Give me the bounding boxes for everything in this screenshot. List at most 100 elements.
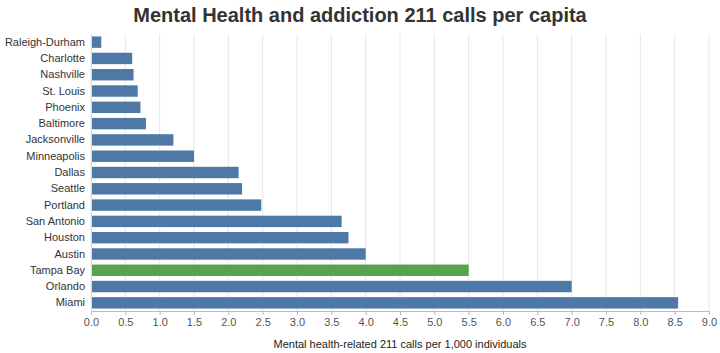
chart: Mental Health and addiction 211 calls pe… [0,0,720,353]
bar [91,53,132,64]
y-tick-label: Orlando [46,280,85,292]
y-axis: Raleigh-Durham Charlotte Nashville St. Loui… [5,35,92,312]
x-tick-label: 5.0 [427,316,442,328]
x-tick-label: 6.5 [530,316,545,328]
x-tick: 5.0 [427,311,442,328]
x-tick-mark [572,311,573,315]
y-tick-label: Portland [44,199,85,211]
x-tick-mark [503,311,504,315]
x-tick: 7.0 [565,311,580,328]
x-tick: 4.5 [393,311,408,328]
y-tick: Jacksonville [26,133,91,145]
grid-line [640,34,641,311]
bar [91,102,140,113]
y-tick: Nashville [40,68,91,80]
grid-line [503,34,504,311]
x-tick: 7.5 [599,311,614,328]
x-tick: 9.0 [702,311,717,328]
y-tick: Portland [44,199,91,211]
x-tick-label: 7.5 [599,316,614,328]
x-tick: 1.5 [187,311,202,328]
x-tick-mark [537,311,538,315]
x-axis-title: Mental health-related 211 calls per 1,00… [274,338,527,350]
grid-line [91,34,92,311]
y-tick: Seattle [51,182,91,194]
bar [91,36,101,47]
y-tick: Raleigh-Durham [5,36,91,48]
bar [91,248,366,259]
y-tick: Austin [54,247,91,259]
y-tick: Houston [44,231,91,243]
x-tick-mark [263,311,264,315]
bar [91,85,138,96]
x-tick-mark [709,311,710,315]
x-tick-label: 3.5 [324,316,339,328]
grid-line [537,34,538,311]
x-tick-label: 8.5 [668,316,683,328]
y-tick-label: Raleigh-Durham [5,36,85,48]
bar [91,232,349,243]
x-tick-mark [400,311,401,315]
grid-line [606,34,607,311]
x-tick-label: 3.0 [290,316,305,328]
x-tick-mark [125,311,126,315]
grid-line [709,34,710,311]
y-tick-label: Miami [56,296,85,308]
x-tick-label: 1.0 [153,316,168,328]
y-tick-label: Austin [54,247,85,259]
x-tick: 8.5 [668,311,683,328]
x-tick-label: 9.0 [702,316,717,328]
x-axis: 0.00.51.01.52.02.53.03.54.04.55.05.56.06… [84,311,717,328]
title: Mental Health and addiction 211 calls pe… [133,4,587,26]
x-tick: 4.0 [359,311,374,328]
y-tick: Tampa Bay [30,264,91,276]
x-tick: 6.5 [530,311,545,328]
x-tick: 2.0 [221,311,236,328]
y-tick: Minneapolis [26,150,91,162]
y-tick: Baltimore [39,117,91,129]
bar [91,167,239,178]
x-tick: 2.5 [256,311,271,328]
x-tick-mark [606,311,607,315]
x-tick: 0.5 [118,311,133,328]
bar [91,151,194,162]
y-tick-label: Charlotte [40,52,85,64]
y-tick-label: Phoenix [45,101,85,113]
x-tick-mark [194,311,195,315]
x-tick-label: 1.5 [187,316,202,328]
bar [91,134,173,145]
y-axis-line [91,35,92,312]
x-tick-mark [675,311,676,315]
x-tick-mark [640,311,641,315]
y-tick-label: Dallas [54,166,85,178]
x-tick-label: 4.5 [393,316,408,328]
bar [91,265,469,276]
x-tick-label: 8.0 [633,316,648,328]
x-tick-mark [331,311,332,315]
x-tick: 8.0 [633,311,648,328]
y-tick: St. Louis [42,85,91,97]
y-tick-label: Seattle [51,182,85,194]
bar [91,118,146,129]
x-tick-label: 5.5 [462,316,477,328]
bar [91,183,242,194]
x-tick: 0.0 [84,311,99,328]
x-tick-mark [91,311,92,315]
y-tick-label: Houston [44,231,85,243]
bar [91,297,678,308]
x-tick-label: 0.0 [84,316,99,328]
x-tick-label: 2.5 [256,316,271,328]
y-tick: San Antonio [26,215,91,227]
y-tick-label: Minneapolis [26,150,85,162]
grid-line [571,34,572,311]
x-tick: 5.5 [462,311,477,328]
grid-line [674,34,675,311]
y-tick: Orlando [46,280,91,292]
x-tick: 1.0 [153,311,168,328]
x-tick: 3.5 [324,311,339,328]
y-tick-label: Tampa Bay [30,264,86,276]
x-tick-mark [434,311,435,315]
x-tick-label: 7.0 [565,316,580,328]
x-tick-mark [297,311,298,315]
x-tick-mark [469,311,470,315]
